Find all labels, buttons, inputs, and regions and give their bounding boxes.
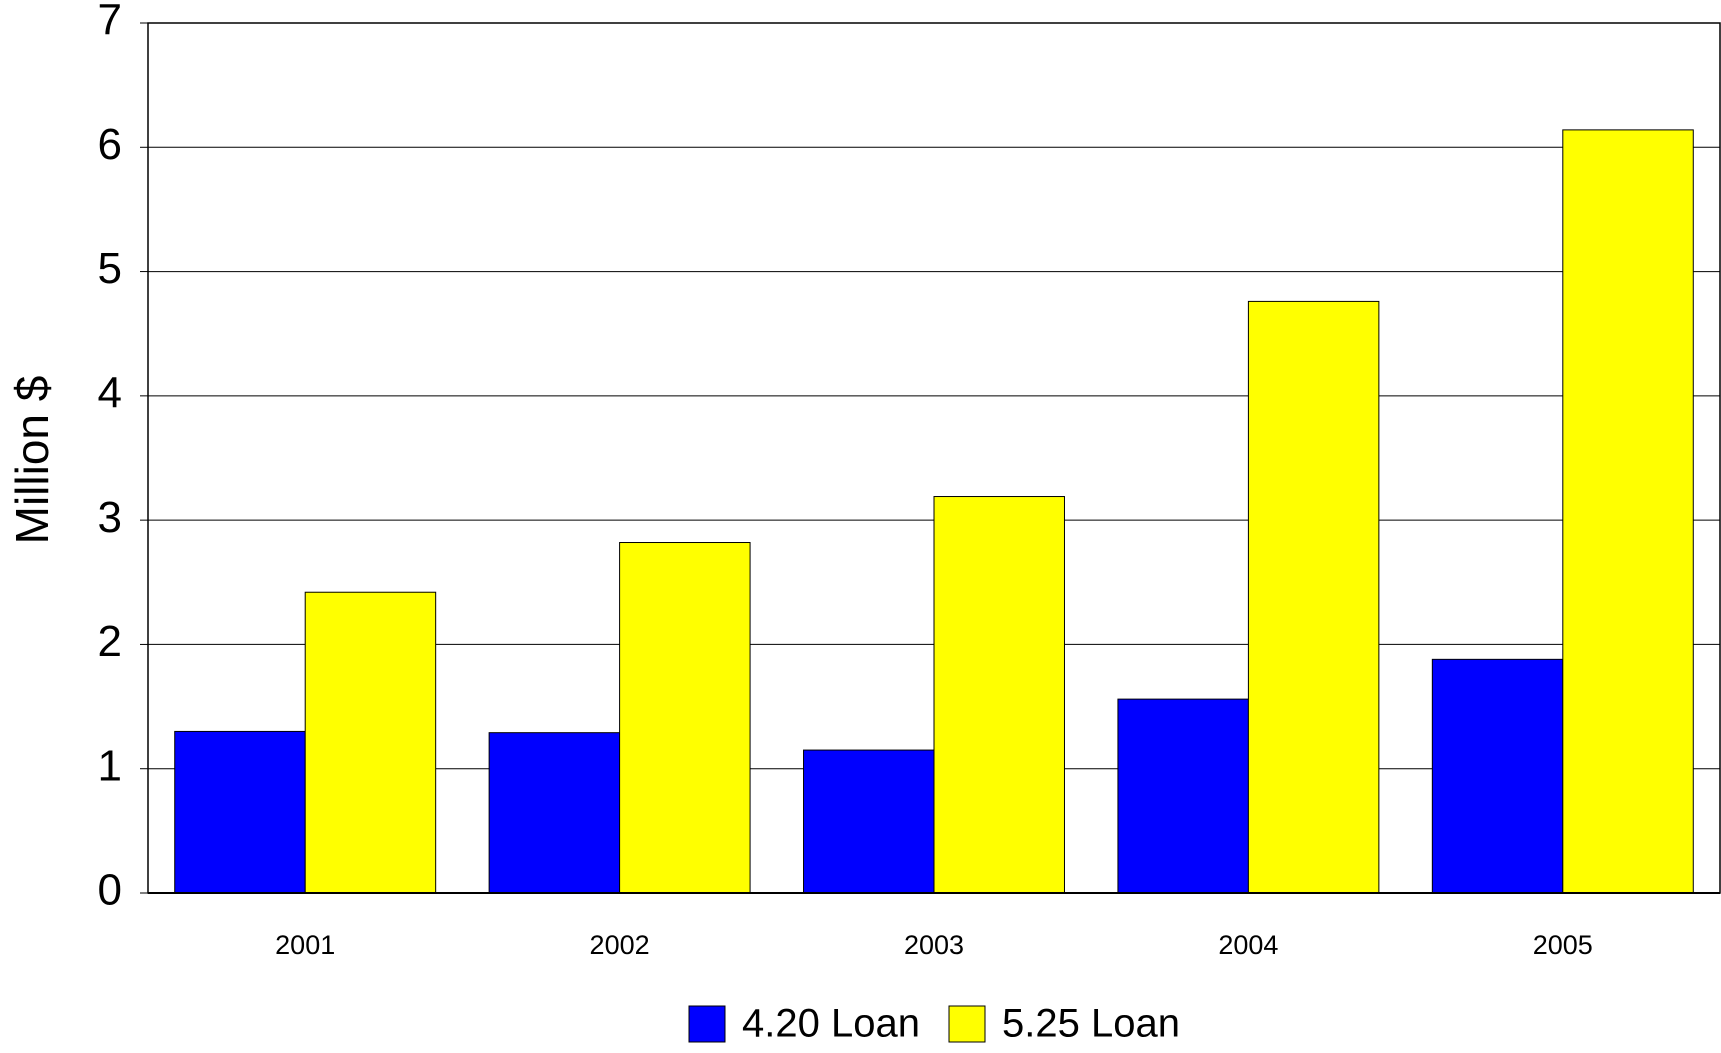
- y-tick-label: 2: [98, 617, 122, 666]
- x-tick-label: 2004: [1218, 930, 1278, 960]
- x-tick-label: 2002: [590, 930, 650, 960]
- x-tick-label: 2001: [275, 930, 335, 960]
- x-tick-label: 2003: [904, 930, 964, 960]
- bar: [1562, 129, 1694, 894]
- y-tick-label: 1: [98, 741, 122, 790]
- bar: [803, 749, 935, 894]
- bar: [933, 496, 1065, 894]
- y-tick-label: 6: [98, 120, 122, 169]
- bar: [1247, 300, 1380, 894]
- bar: [1117, 698, 1249, 894]
- y-axis-label: Million $: [6, 376, 58, 545]
- legend-swatch: [948, 1005, 986, 1043]
- legend-label: 4.20 Loan: [742, 1002, 920, 1046]
- bar: [488, 732, 621, 894]
- x-tick-label: 2005: [1533, 930, 1593, 960]
- y-tick-label: 3: [98, 493, 122, 542]
- y-tick-label: 5: [98, 244, 122, 293]
- bar: [619, 542, 751, 894]
- y-tick-label: 4: [98, 368, 122, 417]
- y-tick-label: 7: [98, 0, 122, 45]
- bar: [174, 730, 306, 894]
- bar: [304, 591, 437, 894]
- bar: [1431, 658, 1564, 894]
- plot-frame: [147, 22, 1721, 894]
- legend-label: 5.25 Loan: [1002, 1002, 1180, 1046]
- y-tick-label: 0: [98, 866, 122, 915]
- legend-swatch: [688, 1005, 726, 1043]
